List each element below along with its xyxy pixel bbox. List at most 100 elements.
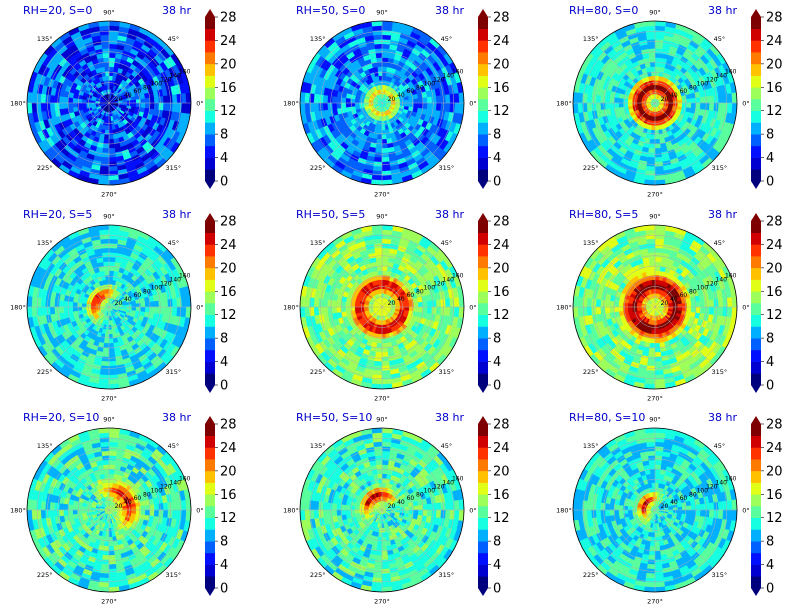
- colorbar-segment: [478, 134, 488, 147]
- field-cell: [40, 306, 46, 317]
- angle-tick-label: 0°: [469, 100, 476, 108]
- field-cell: [158, 306, 164, 315]
- field-cell: [381, 351, 389, 358]
- angle-tick-label: 180°: [283, 100, 299, 108]
- field-cell: [618, 98, 624, 104]
- field-cell: [600, 95, 606, 104]
- colorbar-segment: [205, 145, 215, 158]
- colorbar-segment: [205, 232, 215, 245]
- angle-tick-label: 135°: [310, 35, 326, 43]
- field-cell: [176, 102, 183, 113]
- field-cell: [654, 43, 663, 50]
- colorbar-segment: [478, 28, 488, 41]
- field-cell: [371, 179, 383, 185]
- field-cell: [108, 152, 117, 158]
- field-cell: [99, 29, 110, 36]
- field-cell: [645, 170, 656, 177]
- field-cell: [431, 306, 437, 315]
- field-cell: [654, 48, 663, 54]
- angle-tick-label: 135°: [310, 239, 326, 247]
- field-cell: [49, 95, 56, 104]
- field-cell: [108, 356, 117, 362]
- field-cell: [40, 297, 46, 308]
- field-cell: [176, 297, 183, 308]
- radius-tick-label: 60: [407, 88, 415, 95]
- field-cell: [677, 306, 683, 311]
- field-cell: [645, 29, 656, 36]
- field-cell: [308, 297, 315, 308]
- field-cell: [58, 306, 65, 314]
- field-cell: [381, 274, 387, 281]
- field-cell: [104, 66, 110, 72]
- field-cell: [431, 95, 437, 104]
- field-cell: [377, 129, 383, 136]
- field-cell: [76, 98, 83, 104]
- field-cell: [98, 25, 110, 31]
- field-cell: [650, 134, 656, 140]
- colorbar-tick-label: 4: [220, 355, 228, 370]
- field-cell: [449, 102, 456, 113]
- field-cell: [381, 229, 393, 235]
- field-cell: [176, 306, 183, 317]
- field-cell: [101, 152, 110, 158]
- field-cell: [63, 300, 69, 308]
- colorbar-tick-label: 20: [766, 57, 783, 72]
- field-cell: [381, 61, 388, 68]
- field-cell: [106, 320, 110, 326]
- colorbar-segment: [478, 349, 488, 362]
- field-cell: [375, 143, 383, 149]
- field-cell: [395, 102, 401, 106]
- field-cell: [103, 61, 110, 68]
- field-cell: [327, 95, 333, 104]
- field-cell: [376, 342, 383, 349]
- angle-tick-label: 90°: [376, 9, 388, 17]
- field-cell: [304, 92, 310, 104]
- field-cell: [135, 102, 142, 108]
- colorbar-tick-label: 20: [493, 57, 510, 72]
- field-cell: [375, 256, 383, 263]
- field-cell: [340, 97, 347, 104]
- colorbar-segment: [205, 169, 215, 182]
- field-cell: [58, 300, 65, 308]
- colorbar-tick-label: 16: [766, 81, 783, 96]
- field-cell: [313, 297, 319, 308]
- field-cell: [426, 306, 433, 314]
- field-cell: [458, 102, 464, 114]
- field-cell: [349, 302, 356, 308]
- field-cell: [652, 320, 656, 326]
- colorbar-segment: [478, 17, 488, 30]
- field-cell: [377, 338, 383, 344]
- field-cell: [381, 288, 385, 294]
- field-cell: [381, 75, 386, 81]
- polar-panel: 0°45°90°135°180°225°270°315°204060801001…: [283, 208, 509, 403]
- field-cell: [431, 299, 437, 308]
- colorbar-segment: [478, 169, 488, 182]
- field-cell: [108, 379, 120, 385]
- field-cell: [377, 333, 383, 340]
- polar-panel: 0°45°90°135°180°225°270°315°204060801001…: [10, 4, 236, 199]
- field-cell: [308, 93, 315, 104]
- field-cell: [336, 96, 342, 104]
- colorbar-tick-label: 28: [220, 215, 237, 230]
- field-cell: [102, 351, 110, 358]
- field-cell: [63, 102, 69, 110]
- field-cell: [435, 95, 442, 104]
- colorbar-tick-label: 8: [220, 128, 228, 143]
- field-cell: [54, 102, 60, 111]
- colorbar-tick-label: 0: [493, 175, 501, 190]
- angle-tick-label: 225°: [583, 164, 599, 172]
- field-cell: [149, 96, 155, 104]
- field-cell: [149, 102, 155, 110]
- field-cell: [345, 102, 351, 108]
- field-cell: [395, 306, 401, 310]
- angle-tick-label: 225°: [37, 368, 53, 376]
- field-cell: [108, 84, 112, 90]
- field-cell: [378, 329, 383, 335]
- colorbar-extend-bottom: [751, 181, 761, 189]
- field-cell: [322, 306, 329, 315]
- colorbar-segment: [478, 338, 488, 351]
- field-cell: [340, 301, 347, 308]
- colorbar-segment: [205, 361, 215, 374]
- angular-gridline: [381, 44, 441, 104]
